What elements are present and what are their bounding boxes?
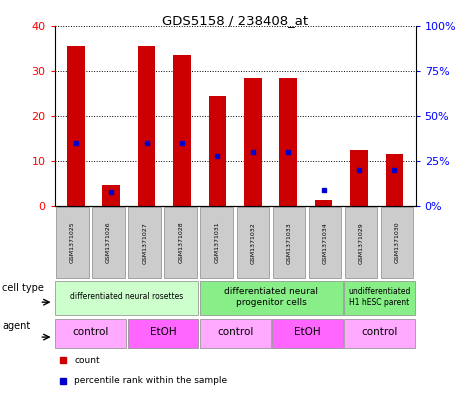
Bar bbox=[138, 46, 155, 206]
FancyBboxPatch shape bbox=[56, 319, 126, 348]
FancyBboxPatch shape bbox=[164, 207, 197, 278]
FancyBboxPatch shape bbox=[272, 319, 342, 348]
Text: GSM1371030: GSM1371030 bbox=[395, 222, 400, 263]
FancyBboxPatch shape bbox=[344, 281, 415, 315]
FancyBboxPatch shape bbox=[237, 207, 269, 278]
Text: control: control bbox=[361, 327, 398, 338]
Text: GSM1371032: GSM1371032 bbox=[250, 222, 256, 264]
Bar bbox=[209, 95, 226, 206]
FancyBboxPatch shape bbox=[344, 319, 415, 348]
Text: differentiated neural rosettes: differentiated neural rosettes bbox=[70, 292, 183, 301]
Text: differentiated neural
progenitor cells: differentiated neural progenitor cells bbox=[224, 287, 318, 307]
FancyBboxPatch shape bbox=[56, 207, 88, 278]
Text: GSM1371028: GSM1371028 bbox=[178, 222, 183, 263]
Text: EtOH: EtOH bbox=[150, 327, 176, 338]
Text: GSM1371033: GSM1371033 bbox=[286, 222, 292, 264]
Text: cell type: cell type bbox=[2, 283, 44, 293]
FancyBboxPatch shape bbox=[200, 281, 342, 315]
Bar bbox=[315, 200, 332, 206]
Text: GDS5158 / 238408_at: GDS5158 / 238408_at bbox=[162, 14, 308, 27]
FancyBboxPatch shape bbox=[345, 207, 377, 278]
Text: count: count bbox=[75, 356, 100, 365]
Text: EtOH: EtOH bbox=[294, 327, 321, 338]
FancyBboxPatch shape bbox=[56, 281, 198, 315]
Text: control: control bbox=[73, 327, 109, 338]
FancyBboxPatch shape bbox=[128, 207, 161, 278]
Bar bbox=[244, 77, 262, 206]
Text: GSM1371029: GSM1371029 bbox=[359, 222, 364, 264]
Text: undifferentiated
H1 hESC parent: undifferentiated H1 hESC parent bbox=[348, 287, 411, 307]
Bar bbox=[103, 185, 120, 206]
FancyBboxPatch shape bbox=[200, 319, 270, 348]
FancyBboxPatch shape bbox=[273, 207, 305, 278]
Text: GSM1371025: GSM1371025 bbox=[70, 222, 75, 263]
FancyBboxPatch shape bbox=[381, 207, 413, 278]
Text: GSM1371034: GSM1371034 bbox=[323, 222, 328, 264]
FancyBboxPatch shape bbox=[92, 207, 124, 278]
Text: GSM1371031: GSM1371031 bbox=[214, 222, 219, 263]
Text: GSM1371026: GSM1371026 bbox=[106, 222, 111, 263]
Bar bbox=[279, 77, 297, 206]
FancyBboxPatch shape bbox=[128, 319, 198, 348]
Bar bbox=[67, 46, 85, 206]
Bar bbox=[386, 154, 403, 206]
FancyBboxPatch shape bbox=[200, 207, 233, 278]
Bar bbox=[350, 150, 368, 206]
Bar bbox=[173, 55, 191, 206]
Text: percentile rank within the sample: percentile rank within the sample bbox=[75, 376, 228, 385]
Text: agent: agent bbox=[2, 321, 30, 331]
Text: control: control bbox=[217, 327, 253, 338]
FancyBboxPatch shape bbox=[309, 207, 341, 278]
Text: GSM1371027: GSM1371027 bbox=[142, 222, 147, 264]
